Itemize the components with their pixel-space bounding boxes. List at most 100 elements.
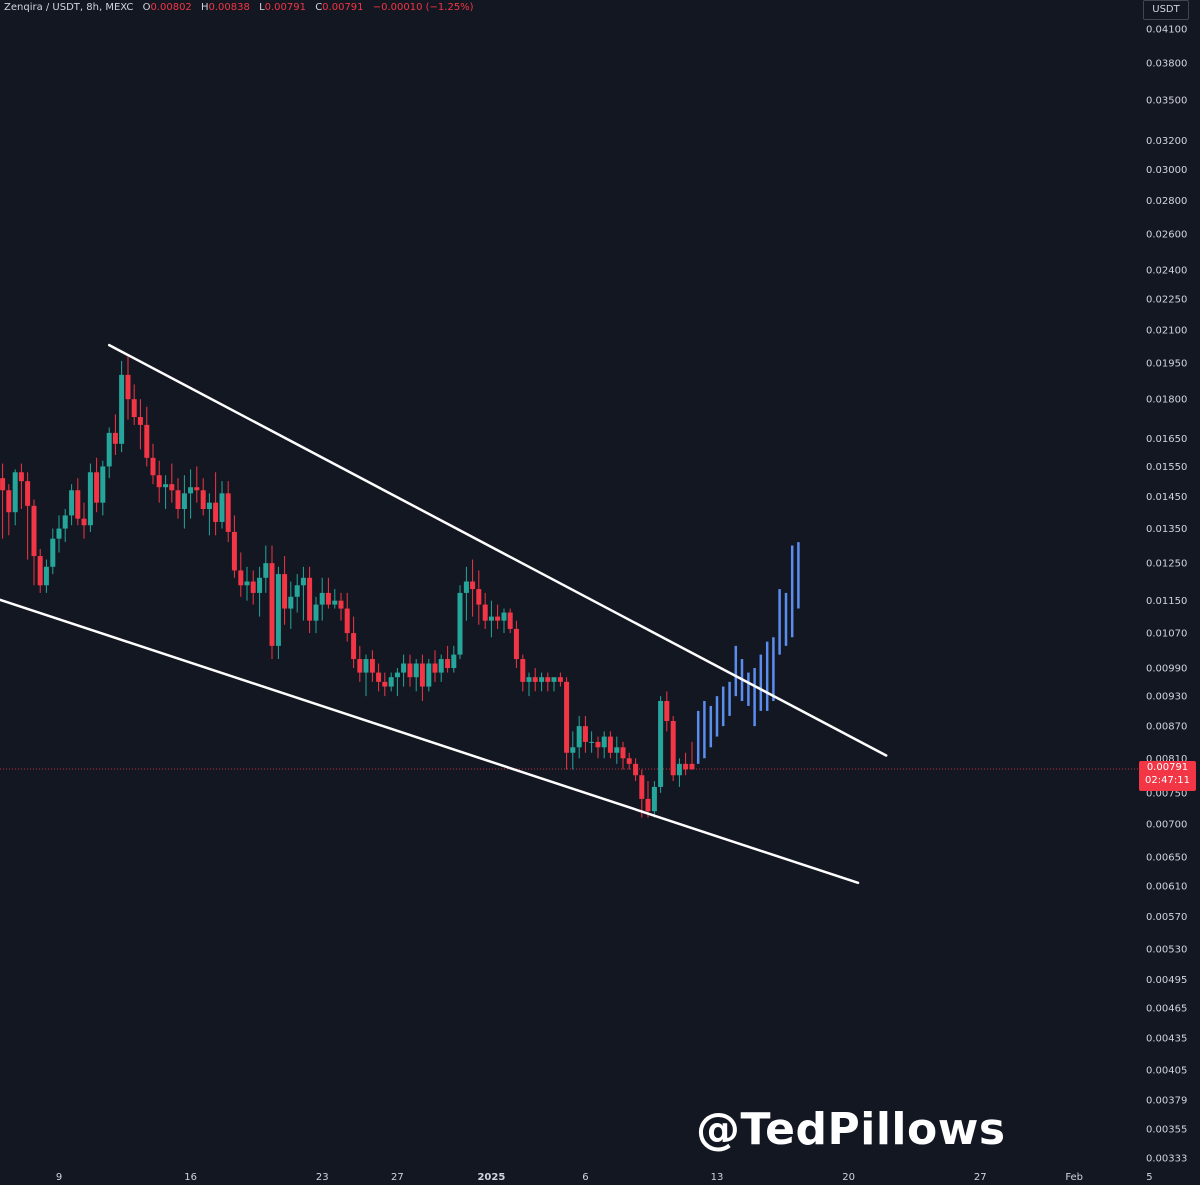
candle-body: [269, 563, 275, 646]
candle-body: [219, 493, 225, 522]
candle-body: [319, 592, 325, 605]
candle-body: [670, 720, 676, 776]
candle-body: [570, 747, 576, 753]
low-label: L: [259, 2, 265, 13]
candle-body: [595, 741, 601, 748]
legend-header: Zenqira / USDT, 8h, MEXC O0.00802 H0.008…: [4, 2, 474, 13]
candle-body: [626, 758, 632, 764]
candles: [0, 356, 695, 818]
candle-body: [43, 566, 49, 586]
projection-bars: [696, 542, 800, 764]
price-tick-label: 0.04100: [1146, 25, 1187, 36]
close-label: C: [315, 2, 323, 13]
candle-body: [633, 763, 639, 776]
candle-body: [56, 528, 62, 539]
currency-unit-button[interactable]: USDT: [1143, 0, 1189, 20]
candle-body: [257, 577, 263, 593]
candle-body: [175, 490, 181, 510]
price-tick-label: 0.00405: [1146, 1065, 1187, 1076]
candle-body: [344, 608, 350, 634]
candle-body: [300, 577, 306, 586]
change-value: −0.00010 (−1.25%): [372, 2, 474, 13]
price-tick-label: 0.00379: [1146, 1095, 1187, 1106]
candle-body: [244, 581, 250, 586]
close-value: 0.00791: [322, 2, 364, 13]
symbol-label: Zenqira / USDT, 8h, MEXC: [4, 2, 134, 13]
candle-body: [388, 677, 394, 687]
candle-body: [194, 487, 200, 491]
price-tick-label: 0.03500: [1146, 96, 1187, 107]
candle-body: [676, 763, 682, 776]
candle-body: [106, 432, 112, 467]
price-tick-label: 0.00530: [1146, 945, 1187, 956]
candle-body: [470, 581, 476, 590]
candle-body: [112, 432, 118, 444]
time-tick-label: 27: [974, 1172, 987, 1183]
candle-body: [25, 481, 31, 506]
candle-body: [338, 600, 344, 609]
candle-body: [601, 736, 607, 748]
candle-body: [144, 424, 150, 458]
price-tick-label: 0.00610: [1146, 881, 1187, 892]
last-price-tag: 0.00791 02:47:11: [1139, 761, 1196, 791]
time-tick-label: Feb: [1065, 1172, 1083, 1183]
candle-body: [376, 672, 382, 682]
candle-body: [664, 701, 670, 721]
candle-body: [137, 417, 143, 425]
price-tick-label: 0.01550: [1146, 462, 1187, 473]
low-value: 0.00791: [264, 2, 306, 13]
price-tick-label: 0.01070: [1146, 629, 1187, 640]
candle-body: [181, 493, 187, 510]
candle-body: [313, 604, 319, 621]
candle-body: [520, 659, 526, 682]
candle-body: [131, 399, 137, 418]
price-tick-label: 0.01650: [1146, 434, 1187, 445]
candle-body: [18, 472, 24, 482]
candle-body: [231, 531, 237, 571]
open-label: O: [142, 2, 151, 13]
candle-body: [62, 515, 68, 529]
price-tick-label: 0.01250: [1146, 559, 1187, 570]
candle-body: [50, 538, 56, 567]
bar-countdown: 02:47:11: [1145, 775, 1190, 786]
trendline-lower: [0, 598, 860, 885]
candle-body: [225, 493, 231, 532]
candle-body: [532, 677, 538, 682]
candle-body: [288, 596, 294, 609]
price-tick-label: 0.00700: [1146, 819, 1187, 830]
candle-body: [401, 663, 407, 673]
candle-body: [69, 490, 75, 516]
candle-body: [206, 502, 212, 510]
high-label: H: [200, 2, 209, 13]
candle-body: [651, 786, 657, 812]
price-tick-label: 0.01450: [1146, 492, 1187, 503]
candle-body: [188, 487, 194, 494]
trendlines: [0, 343, 888, 885]
price-tick-label: 0.02400: [1146, 265, 1187, 276]
time-tick-label: 6: [582, 1172, 588, 1183]
time-tick-label: 16: [184, 1172, 197, 1183]
price-tick-label: 0.00650: [1146, 853, 1187, 864]
candle-body: [81, 518, 87, 526]
candle-body: [445, 659, 451, 669]
candle-body: [551, 677, 557, 682]
time-tick-label: 2025: [477, 1172, 505, 1183]
price-tick-label: 0.02600: [1146, 229, 1187, 240]
candle-body: [564, 681, 570, 753]
candle-body: [363, 659, 369, 673]
candle-body: [12, 472, 18, 513]
candle-body: [325, 592, 331, 605]
candle-body: [539, 677, 545, 682]
candle-body: [200, 490, 206, 510]
candle-body: [432, 663, 438, 673]
candle-body: [582, 726, 588, 742]
candle-body: [369, 659, 375, 673]
candle-body: [332, 600, 338, 605]
candle-body: [275, 574, 281, 646]
candle-body: [250, 581, 256, 593]
price-tick-label: 0.00570: [1146, 912, 1187, 923]
price-tick-label: 0.00435: [1146, 1033, 1187, 1044]
candle-body: [639, 775, 645, 799]
candle-body: [501, 612, 507, 621]
